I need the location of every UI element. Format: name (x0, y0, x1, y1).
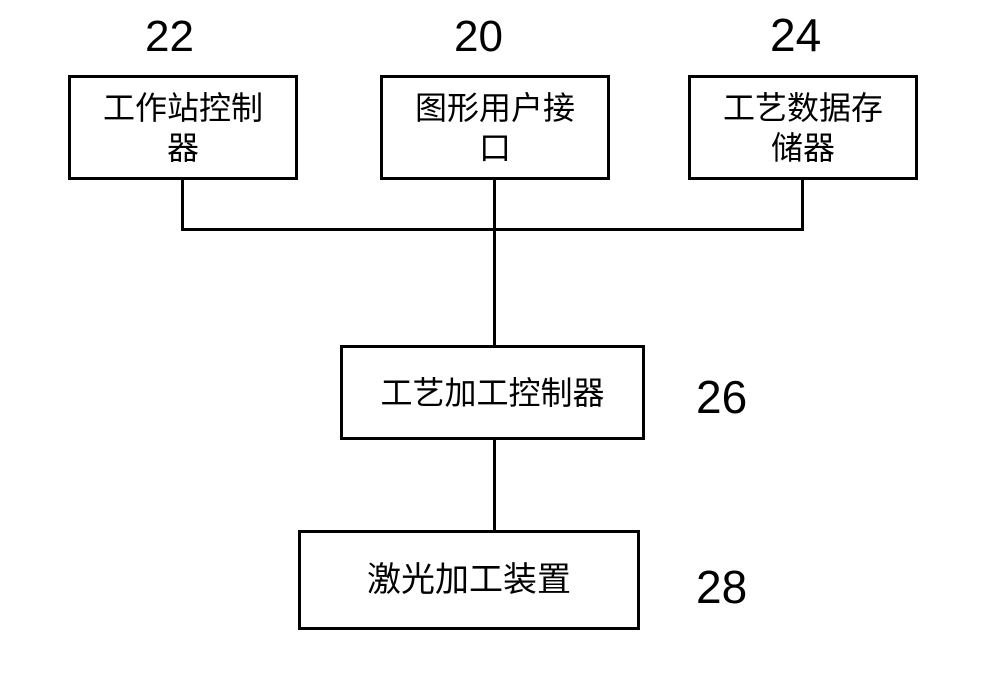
node-label: 工艺加工控制器 (380, 373, 604, 413)
node-number: 26 (696, 370, 747, 424)
node-label: 图形用户接 口 (415, 88, 575, 168)
node-process-controller: 工艺加工控制器 (340, 345, 645, 440)
node-number: 24 (770, 8, 821, 62)
node-number: 20 (454, 12, 503, 62)
node-process-data-storage: 工艺数据存 储器 (688, 75, 918, 180)
node-workstation-controller: 工作站控制 器 (68, 75, 298, 180)
node-label: 工艺数据存 储器 (723, 88, 883, 168)
node-gui: 图形用户接 口 (380, 75, 610, 180)
edge (181, 180, 184, 230)
edge (801, 180, 804, 230)
node-label: 工作站控制 器 (103, 88, 263, 168)
node-number: 28 (696, 560, 747, 614)
edge (493, 228, 496, 345)
node-number: 22 (145, 12, 194, 62)
edge (493, 440, 496, 530)
edge (493, 180, 496, 230)
diagram-canvas: 22 工作站控制 器 20 图形用户接 口 24 工艺数据存 储器 工艺加工控制… (0, 0, 1000, 685)
node-laser-device: 激光加工装置 (298, 530, 640, 630)
node-label: 激光加工装置 (367, 559, 571, 602)
